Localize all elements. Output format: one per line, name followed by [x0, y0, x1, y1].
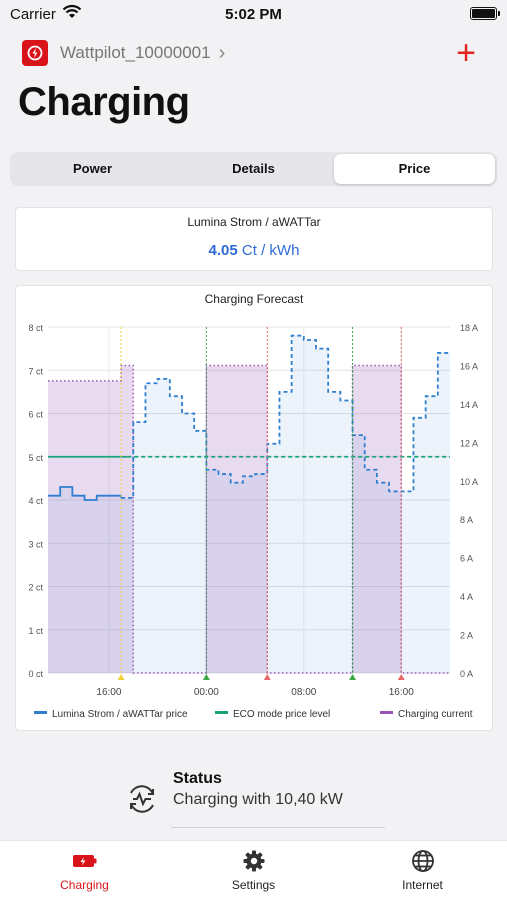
segment-price[interactable]: Price — [334, 154, 495, 184]
y-left-tick-label: 4 ct — [28, 496, 43, 506]
price-area — [48, 335, 450, 673]
y-left-tick-label: 7 ct — [28, 366, 43, 376]
x-tick-label: 08:00 — [291, 687, 316, 698]
legend-label: Lumina Strom / aWATTar price — [52, 709, 188, 720]
charging-forecast-card: Charging Forecast 0 ct 1 ct 2 ct 3 ct 4 ct 5 … — [16, 286, 492, 730]
y-left-tick-label: 2 ct — [28, 583, 43, 593]
charging-forecast-chart: 0 ct 1 ct 2 ct 3 ct 4 ct 5 ct 6 ct 7 ct 8 ct 0 A 2… — [28, 323, 478, 720]
price-line-forecast — [121, 334, 450, 499]
status-section: Status Charging with 10,40 kW — [125, 766, 425, 836]
chart-title: Charging Forecast — [204, 292, 304, 306]
x-tick-label: 16:00 — [96, 687, 121, 698]
clock-time: 5:02 PM — [225, 6, 282, 23]
tab-label-internet: Internet — [402, 878, 443, 892]
tab-bar: Charging Settings — [0, 840, 507, 900]
y-right-tick-label: 10 A — [460, 477, 478, 487]
legend-swatch — [34, 711, 47, 714]
y-right-tick-label: 6 A — [460, 554, 473, 564]
battery-icon — [470, 7, 500, 20]
tab-settings[interactable]: Settings — [169, 841, 338, 900]
y-right-tick-label: 4 A — [460, 592, 473, 602]
tab-internet[interactable]: Internet — [338, 841, 507, 900]
legend-swatch — [380, 711, 393, 714]
segment-details[interactable]: Details — [232, 161, 275, 176]
chevron-right-icon: › — [218, 41, 226, 64]
y-right-tick-label: 14 A — [460, 400, 478, 410]
current-price-value: 4.05 — [208, 242, 238, 259]
current-price-card: Lumina Strom / aWATTar 4.05 Ct / kWh — [16, 208, 492, 270]
x-tick-label: 00:00 — [194, 687, 219, 698]
event-marker — [263, 674, 271, 680]
tab-charging[interactable]: Charging — [0, 841, 169, 900]
add-device-button[interactable]: + — [456, 34, 476, 72]
charging-current-area — [48, 365, 450, 673]
y-left-tick-label: 3 ct — [28, 539, 43, 549]
device-selector[interactable]: Wattpilot_10000001 › — [22, 40, 225, 66]
device-name: Wattpilot_10000001 — [60, 43, 211, 62]
event-marker — [202, 674, 210, 680]
y-left-tick-label: 6 ct — [28, 410, 43, 420]
status-title: Status — [173, 770, 222, 787]
x-tick-label: 16:00 — [389, 687, 414, 698]
current-price-unit: Ct / kWh — [241, 242, 300, 259]
status-text: Charging with 10,40 kW — [173, 791, 343, 808]
event-marker — [117, 674, 125, 680]
tab-label-charging: Charging — [60, 878, 109, 892]
price-provider: Lumina Strom / aWATTar — [187, 215, 321, 229]
y-right-tick-label: 2 A — [460, 631, 473, 641]
wifi-icon — [62, 4, 82, 25]
y-left-tick-label: 5 ct — [28, 453, 43, 463]
event-marker — [397, 674, 405, 680]
status-bar: Carrier 5:02 PM — [0, 0, 507, 30]
y-left-tick-label: 0 ct — [28, 669, 43, 679]
page-title: Charging — [18, 80, 190, 124]
globe-icon — [411, 849, 435, 873]
legend-label: Charging current — [398, 709, 473, 720]
charging-status-icon — [125, 782, 159, 816]
price-line-actual — [48, 486, 122, 501]
wattpilot-logo-icon — [22, 40, 48, 66]
y-right-tick-label: 0 A — [460, 669, 473, 679]
y-left-tick-label: 8 ct — [28, 323, 43, 333]
y-right-tick-label: 12 A — [460, 438, 478, 448]
y-right-tick-label: 18 A — [460, 323, 478, 333]
status-divider — [171, 827, 385, 828]
y-right-tick-label: 8 A — [460, 515, 473, 525]
carrier-label: Carrier — [10, 6, 56, 23]
current-price: 4.05 Ct / kWh — [16, 242, 492, 259]
view-segmented-control: Power Details Price — [10, 152, 497, 186]
segment-power[interactable]: Power — [72, 161, 112, 176]
y-right-tick-label: 16 A — [460, 361, 478, 371]
legend-swatch — [215, 711, 228, 714]
event-marker — [349, 674, 357, 680]
y-left-tick-label: 1 ct — [28, 626, 43, 636]
tab-label-settings: Settings — [231, 878, 276, 892]
legend-label: ECO mode price level — [233, 709, 330, 720]
battery-charging-icon — [72, 849, 98, 873]
gear-icon — [242, 849, 266, 873]
